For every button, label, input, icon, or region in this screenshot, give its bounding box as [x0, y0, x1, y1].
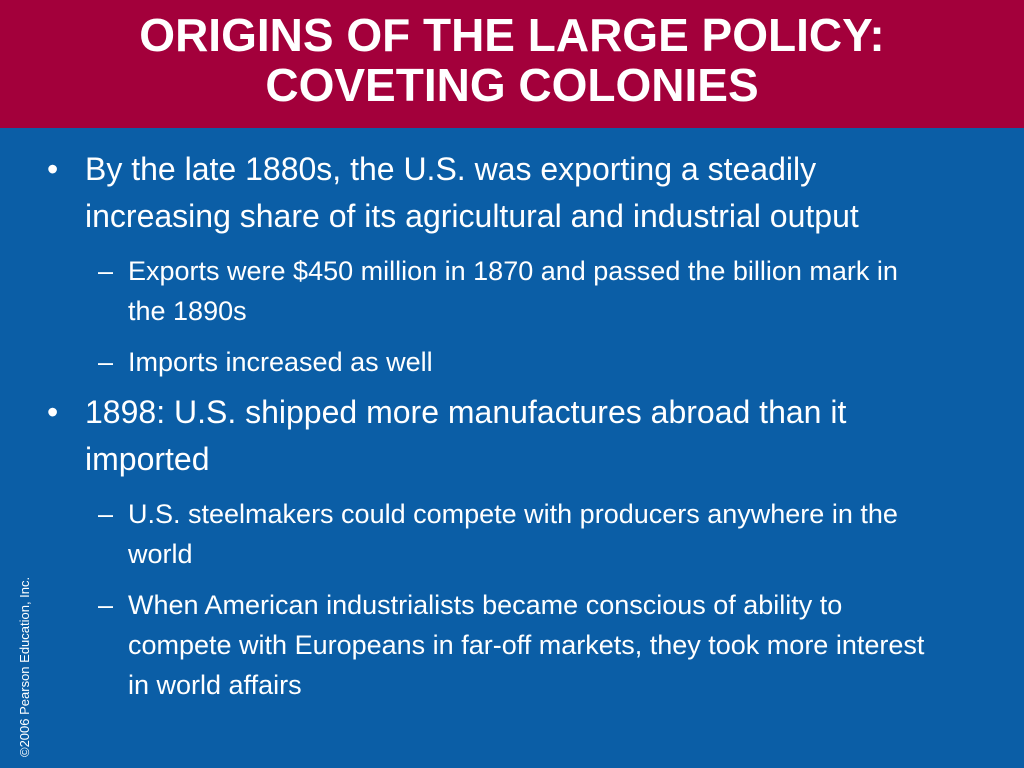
sub-bullet: Imports increased as well: [98, 342, 928, 382]
content: By the late 1880s, the U.S. was exportin…: [0, 128, 1024, 705]
sub-bullet: U.S. steelmakers could compete with prod…: [98, 494, 928, 574]
title-line: COVETING COLONIES: [265, 59, 759, 111]
sub-bullet: When American industrialists became cons…: [98, 585, 928, 705]
bullet: 1898: U.S. shipped more manufactures abr…: [47, 389, 930, 483]
copyright: ©2006 Pearson Education, Inc.: [17, 576, 32, 757]
title-line: ORIGINS OF THE LARGE POLICY:: [139, 9, 885, 61]
bullet: By the late 1880s, the U.S. was exportin…: [47, 146, 930, 240]
header: ORIGINS OF THE LARGE POLICY: COVETING CO…: [0, 0, 1024, 128]
sub-bullet: Exports were $450 million in 1870 and pa…: [98, 251, 928, 331]
